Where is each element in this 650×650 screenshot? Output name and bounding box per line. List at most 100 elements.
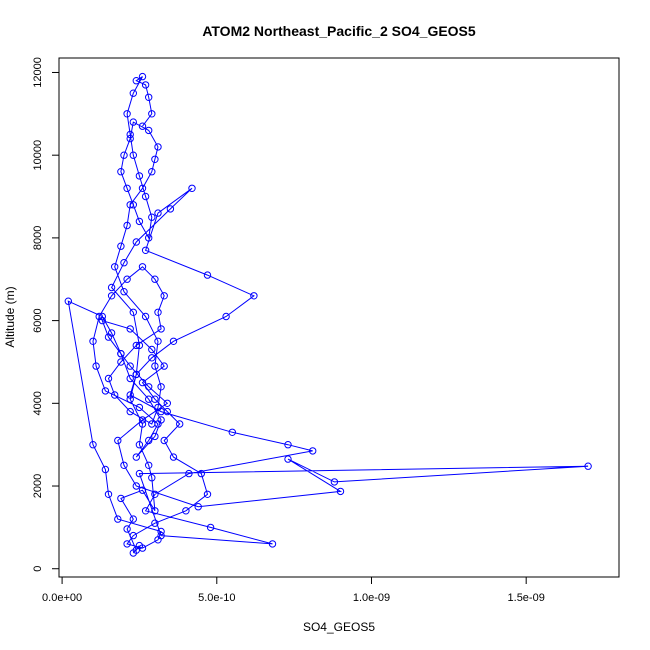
data-point [154, 209, 162, 217]
data-point [145, 383, 153, 391]
data-point [138, 72, 147, 81]
data-point [111, 391, 119, 399]
data-point [129, 201, 138, 209]
data-point [154, 308, 162, 316]
data-point [117, 350, 125, 358]
data-point [188, 184, 196, 193]
data-point [129, 531, 138, 540]
series-path [67, 76, 589, 554]
data-point [145, 234, 153, 242]
data-point [64, 297, 73, 305]
data-point [160, 436, 168, 445]
data-point [135, 217, 144, 226]
data-point [145, 93, 153, 102]
data-point [101, 465, 110, 474]
data-point [141, 507, 150, 515]
data-point [145, 395, 153, 403]
data-point [194, 503, 202, 511]
data-point [151, 155, 159, 164]
data-point [148, 213, 156, 221]
data-point [107, 283, 116, 292]
data-point [176, 420, 184, 428]
data-point [123, 184, 131, 193]
data-point [126, 201, 134, 209]
data-point [148, 110, 156, 118]
data-point [145, 126, 153, 135]
data-point [169, 337, 178, 345]
data-point [154, 337, 162, 345]
data-point [129, 118, 138, 126]
y-tick-label: 10000 [32, 140, 44, 171]
data-point [169, 453, 178, 461]
x-tick-label: 1.0e-09 [353, 592, 390, 604]
data-point [151, 432, 159, 441]
data-point [126, 134, 134, 143]
data-point [148, 168, 156, 176]
data-point [157, 383, 165, 391]
y-tick-label: 12000 [32, 57, 44, 88]
data-point [250, 292, 258, 300]
data-point [284, 441, 292, 449]
data-point [185, 469, 193, 478]
data-point [160, 292, 168, 300]
x-tick-label: 5.0e-10 [198, 592, 235, 604]
data-point [129, 151, 138, 159]
data-point [141, 81, 150, 89]
data-point [151, 275, 159, 283]
data-point [154, 536, 162, 544]
data-point [89, 337, 97, 345]
data-point [129, 308, 138, 316]
data-point [138, 263, 147, 271]
data-point [148, 354, 156, 362]
data-point [135, 172, 144, 180]
data-point [138, 486, 147, 494]
data-point [132, 453, 141, 461]
data-point [89, 441, 97, 449]
data-point [163, 407, 172, 416]
data-point [120, 288, 128, 296]
data-point [138, 420, 147, 428]
data-point [132, 77, 141, 85]
x-tick-label: 1.5e-09 [508, 592, 545, 604]
data-point [157, 527, 165, 536]
data-point [129, 515, 138, 523]
data-point [148, 420, 156, 428]
data-point [151, 507, 159, 515]
data-point [148, 345, 156, 354]
data-point [138, 122, 147, 130]
y-tick-label: 0 [32, 566, 44, 572]
data-point [206, 523, 215, 532]
data-point [123, 275, 131, 283]
data-point [117, 168, 125, 176]
data-point [135, 441, 144, 449]
data-point [151, 490, 159, 498]
data-point [101, 387, 110, 395]
data-point [104, 490, 113, 498]
data-point [145, 461, 153, 469]
data-point [163, 399, 172, 407]
data-point [120, 259, 128, 267]
data-point [157, 325, 165, 333]
data-point [114, 436, 122, 445]
data-point [138, 378, 147, 387]
data-point [120, 461, 128, 469]
x-tick-label: 0.0e+00 [42, 592, 82, 604]
data-point [123, 221, 131, 230]
data-point [330, 478, 339, 486]
data-point [107, 329, 116, 337]
data-point [336, 487, 345, 496]
data-point [126, 391, 134, 399]
data-point [197, 469, 206, 478]
data-point [182, 507, 190, 515]
data-point [151, 519, 159, 527]
data-point [584, 462, 592, 470]
data-point [132, 341, 141, 350]
data-point [117, 358, 125, 366]
data-point [123, 540, 131, 548]
data-point [132, 482, 141, 490]
data-point [284, 455, 292, 463]
data-point [135, 403, 144, 412]
data-point [126, 362, 134, 370]
y-tick-label: 2000 [32, 474, 44, 498]
